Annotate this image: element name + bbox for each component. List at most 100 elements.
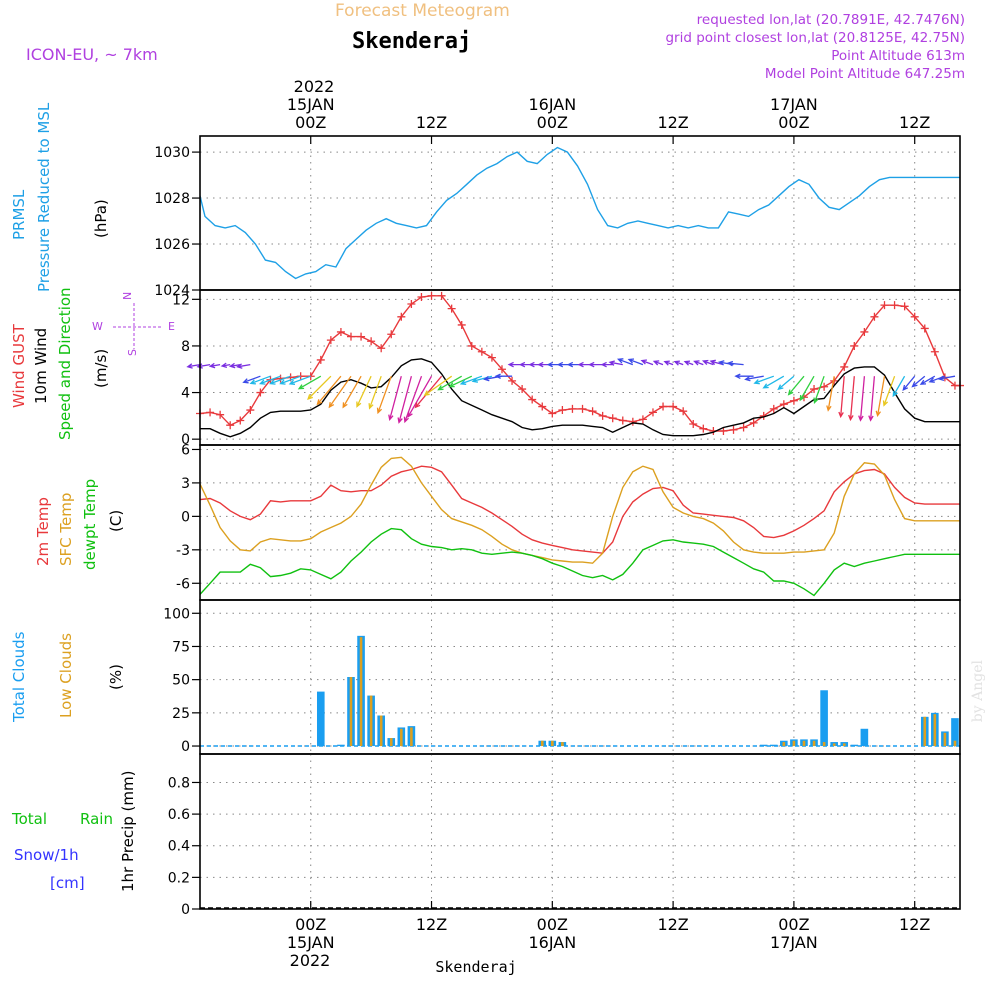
wind-direction-arrow <box>297 375 322 390</box>
clouds-ytick-label: 75 <box>172 639 190 655</box>
wind-direction-arrow <box>627 358 644 366</box>
gust-marker <box>578 404 587 413</box>
wind-direction-arrow <box>693 360 704 366</box>
wind-direction-arrow <box>403 375 423 424</box>
wind-panel: 0 4 8 12 <box>172 289 964 448</box>
low-clouds-bar <box>400 728 403 747</box>
wind-direction-arrow <box>762 375 785 389</box>
gust-marker <box>689 420 698 429</box>
gust-marker <box>638 415 647 424</box>
gust-marker <box>457 320 466 329</box>
wind-direction-arrow <box>663 360 674 366</box>
precip-ytick-label: 0.2 <box>168 870 190 886</box>
top-date-label: 16JAN <box>528 95 576 114</box>
wind-side-labels: Wind GUST 10m Wind Speed and Direction (… <box>10 287 175 440</box>
wind-direction-arrow <box>407 375 433 418</box>
top-title: Forecast Meteogram <box>335 1 510 21</box>
gust-marker <box>860 327 869 336</box>
gust-marker <box>508 376 517 385</box>
gust-marker <box>407 299 416 308</box>
wind-label-unit: (m/s) <box>92 349 110 388</box>
wind-direction-arrow <box>616 358 634 366</box>
wind-direction-arrow <box>868 376 876 422</box>
wind-ytick-label: 0 <box>181 432 190 448</box>
wind-direction-arrow <box>826 376 835 412</box>
wind-direction-arrow <box>799 375 815 402</box>
low-clouds-bar <box>812 740 816 747</box>
wind-direction-arrow <box>494 373 513 379</box>
low-clouds-bar <box>389 738 393 747</box>
gust-marker <box>880 301 889 310</box>
pressure-ytick-label: 1030 <box>154 145 190 161</box>
gust-marker <box>769 404 778 413</box>
gust-marker <box>699 424 708 433</box>
gust-marker <box>618 416 627 425</box>
pressure-label-long: Pressure Reduced to MSL <box>35 102 53 292</box>
gust-marker <box>588 407 597 416</box>
wind-direction-arrow <box>882 375 896 407</box>
wind-direction-arrow <box>717 360 734 366</box>
gust-marker <box>518 385 527 394</box>
low-clouds-bar <box>842 743 846 747</box>
gust-marker <box>598 411 607 420</box>
gust-marker <box>528 395 537 404</box>
gust-marker <box>910 312 919 321</box>
wind-direction-arrow <box>640 359 654 366</box>
wind-direction-arrow <box>701 359 714 366</box>
wind-direction-arrow <box>744 375 764 382</box>
wind-label-speed-dir: Speed and Direction <box>56 287 74 440</box>
wind-direction-arrow <box>269 375 291 385</box>
wind-direction-arrow <box>388 376 402 421</box>
temp-label-2m: 2m Temp <box>34 497 52 566</box>
temp-label-unit: (C) <box>107 510 125 532</box>
gust-marker <box>206 408 215 417</box>
precip-label-total: Total <box>11 810 47 828</box>
gust-marker <box>779 400 788 409</box>
wind-direction-arrow <box>376 375 392 415</box>
gust-marker <box>246 406 255 415</box>
low-clouds-bar <box>953 740 957 747</box>
gust-marker <box>417 292 426 301</box>
precip-ytick-label: 0 <box>181 902 190 918</box>
gust-marker <box>487 353 496 362</box>
bottom-date-label: 15JAN <box>287 933 335 952</box>
gust-marker <box>900 302 909 311</box>
temp-ytick-label: 6 <box>181 442 190 458</box>
clouds-label-total: Total Clouds <box>10 631 28 723</box>
bottom-date-label: 17JAN <box>770 933 818 952</box>
precip-frame <box>199 753 961 910</box>
precip-label-cm: [cm] <box>50 874 85 892</box>
wind-direction-arrow <box>911 375 926 388</box>
total-clouds-bar <box>316 691 325 747</box>
gust-marker <box>789 396 798 405</box>
panels: 102410261028103004812-6-3036025507510000… <box>154 135 964 918</box>
gust-marker <box>568 404 577 413</box>
wind-direction-arrow <box>875 376 886 418</box>
wind-direction-arrow <box>588 361 603 368</box>
compass-s: S <box>126 349 139 356</box>
low-clouds-bar <box>832 743 836 747</box>
wind-direction-arrow <box>858 376 866 422</box>
wind-direction-arrow <box>683 360 694 366</box>
precip-side-labels: Total Rain Snow/1h [cm] 1hr Precip (mm) <box>11 771 137 892</box>
prmsl-line <box>199 146 960 280</box>
wind-direction-arrow <box>848 376 855 422</box>
gust-marker <box>628 417 637 426</box>
gust-marker <box>679 407 688 416</box>
gust-marker <box>437 291 446 300</box>
wind-direction-arrow <box>459 375 483 385</box>
temp-frame <box>199 444 961 601</box>
wind-ytick-label: 8 <box>181 339 190 355</box>
gust-marker <box>608 414 617 423</box>
temp-label-sfc: SFC Temp <box>57 493 75 566</box>
low-clouds-bar <box>369 695 373 747</box>
precip-ytick-label: 0.8 <box>168 775 190 791</box>
pressure-ytick-label: 1024 <box>154 283 190 299</box>
bottom-hour-label: 00Z <box>537 915 568 934</box>
low-clouds-bar <box>933 714 937 747</box>
pressure-side-labels: PRMSL Pressure Reduced to MSL (hPa) <box>10 102 110 292</box>
time-axis: 15JAN00Z00Z15JAN16JAN00Z00Z16JAN17JAN00Z… <box>287 95 931 952</box>
gust-marker <box>749 418 758 427</box>
gust-marker <box>477 347 486 356</box>
clouds-ytick-label: 50 <box>172 673 190 689</box>
